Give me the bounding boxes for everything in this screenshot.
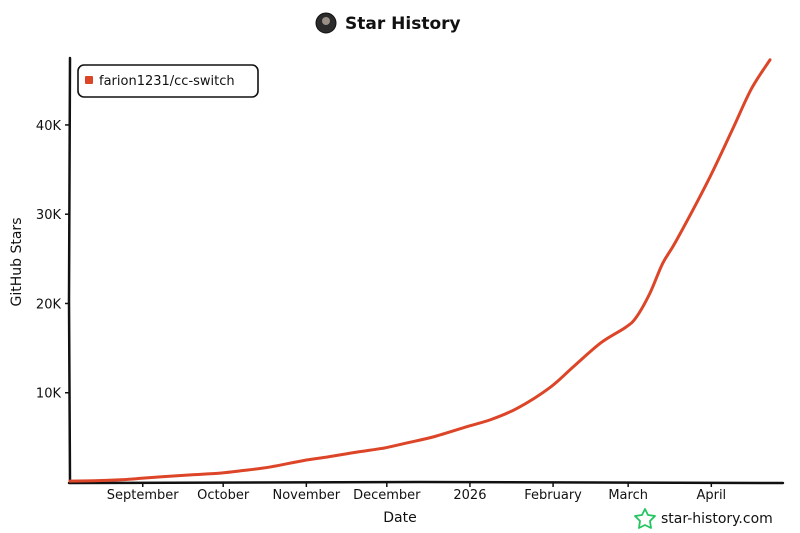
legend-box	[77, 64, 259, 98]
avatar-face	[322, 17, 330, 25]
data-point	[243, 469, 246, 472]
data-point	[635, 316, 637, 319]
data-point	[93, 479, 95, 482]
y-axis-label: GitHub Stars	[9, 218, 25, 307]
data-point	[648, 293, 651, 296]
data-point	[769, 58, 771, 61]
legend-swatch	[85, 76, 93, 84]
data-point	[138, 477, 141, 480]
data-point	[624, 326, 626, 329]
data-point	[326, 456, 329, 458]
data-point	[69, 480, 71, 482]
y-tick-label: 20K	[36, 297, 62, 312]
data-point	[219, 472, 221, 474]
data-point	[517, 407, 519, 409]
x-tick-label: March	[608, 488, 648, 503]
series-group	[68, 58, 772, 483]
data-point	[270, 466, 272, 468]
y-axis	[67, 56, 72, 484]
data-point	[549, 386, 551, 389]
data-point	[750, 88, 753, 91]
x-axis-label: Date	[383, 510, 416, 526]
data-point	[353, 451, 356, 454]
series-line	[68, 58, 772, 483]
data-point	[661, 262, 664, 265]
x-tick-label: 2026	[453, 488, 486, 503]
data-point	[573, 365, 576, 367]
x-tick-label: November	[273, 488, 341, 503]
x-axis	[67, 480, 785, 485]
data-point	[120, 478, 122, 481]
x-tick-label: September	[107, 488, 180, 503]
data-point	[302, 459, 305, 462]
x-tick-label: December	[353, 488, 421, 503]
data-point	[466, 425, 468, 428]
data-point	[407, 441, 409, 444]
y-tick-label: 40K	[36, 119, 62, 134]
data-point	[731, 128, 734, 131]
watermark-text: star-history.com	[661, 511, 773, 527]
legend-entry-label: farion1231/cc-switch	[99, 74, 235, 89]
data-point	[675, 240, 677, 242]
data-point	[600, 341, 602, 344]
chart-title-text: Star History	[345, 14, 461, 34]
x-axis-ticks: September October November December 2026 Febr…	[107, 482, 726, 503]
data-point	[163, 475, 165, 478]
data-point	[382, 447, 385, 449]
star-icon	[634, 508, 656, 529]
y-tick-label: 10K	[36, 387, 62, 402]
data-point	[433, 435, 436, 438]
chart-title: Star History	[315, 12, 461, 34]
data-point	[189, 474, 192, 476]
x-tick-label: April	[696, 488, 726, 503]
data-point	[707, 179, 710, 182]
y-tick-label: 30K	[36, 208, 62, 223]
legend: farion1231/cc-switch	[77, 64, 259, 98]
y-axis-ticks: 10K 20K 30K 40K	[36, 119, 70, 402]
watermark: star-history.com	[634, 508, 773, 529]
x-tick-label: October	[197, 488, 250, 503]
data-point	[490, 418, 492, 421]
x-tick-label: February	[524, 488, 582, 503]
